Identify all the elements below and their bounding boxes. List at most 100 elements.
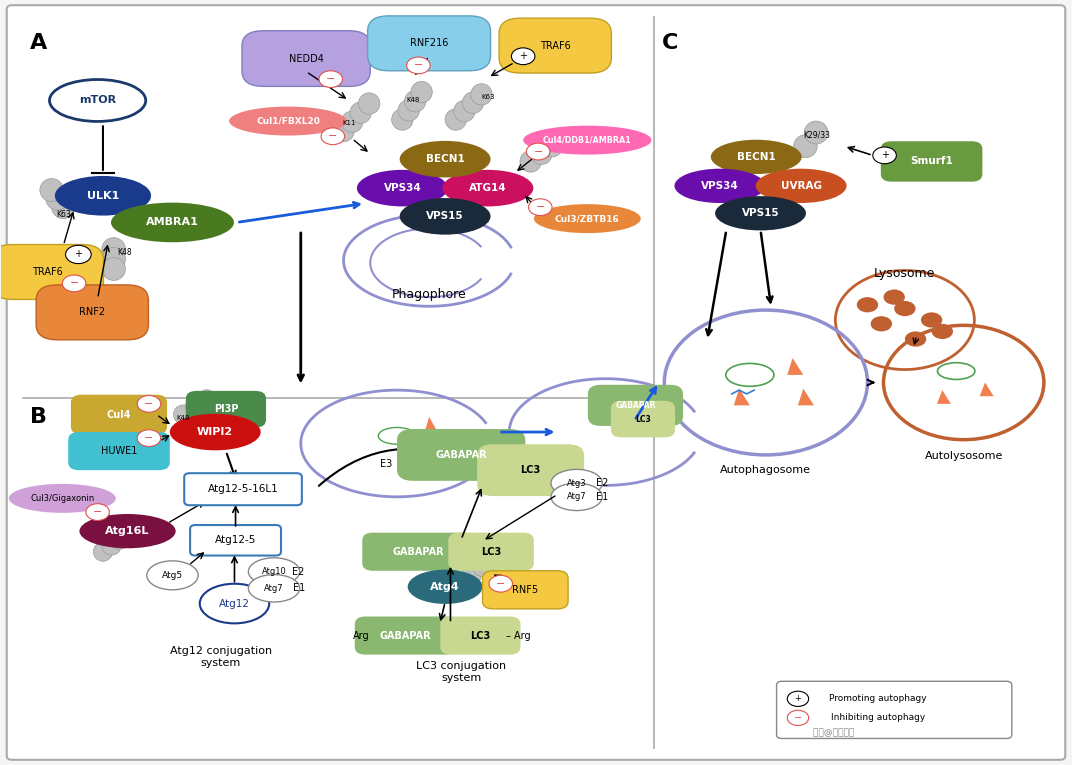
Circle shape <box>873 147 896 164</box>
Ellipse shape <box>407 570 482 604</box>
Text: +: + <box>880 151 889 161</box>
Text: Smurf1: Smurf1 <box>910 157 953 167</box>
Text: C: C <box>661 34 678 54</box>
Text: Lysosome: Lysosome <box>874 267 936 280</box>
Circle shape <box>319 70 342 87</box>
FancyBboxPatch shape <box>242 31 370 86</box>
Text: Cul1/FBXL20: Cul1/FBXL20 <box>256 116 319 125</box>
Ellipse shape <box>551 470 602 496</box>
Text: Atg12: Atg12 <box>219 598 250 608</box>
Circle shape <box>65 246 91 264</box>
Text: Atg3: Atg3 <box>567 479 586 487</box>
Ellipse shape <box>119 524 138 543</box>
Ellipse shape <box>349 102 371 123</box>
Text: HUWE1: HUWE1 <box>101 446 137 456</box>
Text: −: − <box>328 132 338 142</box>
Polygon shape <box>787 358 803 375</box>
FancyBboxPatch shape <box>185 391 266 428</box>
Text: Atg7: Atg7 <box>264 584 284 593</box>
Text: K48: K48 <box>177 415 190 422</box>
Ellipse shape <box>483 550 503 569</box>
Text: K29/33: K29/33 <box>804 130 831 139</box>
Circle shape <box>932 324 953 339</box>
FancyBboxPatch shape <box>362 532 475 571</box>
Text: Phagophore: Phagophore <box>391 288 466 301</box>
Text: VPS34: VPS34 <box>701 181 739 190</box>
Text: −: − <box>414 60 423 70</box>
Circle shape <box>857 297 878 312</box>
Circle shape <box>787 692 808 706</box>
Text: +: + <box>519 51 527 61</box>
Text: Autolysosome: Autolysosome <box>924 451 1003 461</box>
FancyBboxPatch shape <box>776 682 1012 738</box>
Text: Atg12 conjugation
system: Atg12 conjugation system <box>169 646 271 668</box>
Ellipse shape <box>111 203 234 243</box>
Circle shape <box>406 57 430 73</box>
Ellipse shape <box>51 196 75 219</box>
Text: Inhibiting autophagy: Inhibiting autophagy <box>831 714 925 722</box>
Text: −: − <box>93 507 102 517</box>
Ellipse shape <box>531 143 552 164</box>
Text: UVRAG: UVRAG <box>780 181 821 190</box>
Text: K11: K11 <box>342 120 356 126</box>
Text: E1: E1 <box>596 492 609 502</box>
Ellipse shape <box>462 92 483 113</box>
Ellipse shape <box>169 414 260 451</box>
Text: GABAPAR: GABAPAR <box>435 450 487 460</box>
Ellipse shape <box>49 80 146 122</box>
Text: VPS34: VPS34 <box>384 183 421 193</box>
Ellipse shape <box>534 204 641 233</box>
Ellipse shape <box>110 530 130 549</box>
Ellipse shape <box>102 238 125 261</box>
Circle shape <box>511 48 535 65</box>
FancyBboxPatch shape <box>6 5 1066 760</box>
Text: −: − <box>534 147 542 157</box>
Text: Atg16L: Atg16L <box>105 526 150 536</box>
Ellipse shape <box>804 121 828 144</box>
Polygon shape <box>423 417 440 436</box>
Ellipse shape <box>551 483 602 510</box>
Text: GABAPAR: GABAPAR <box>379 630 431 640</box>
FancyBboxPatch shape <box>482 571 568 609</box>
Text: 知乎@生物医学: 知乎@生物医学 <box>814 728 858 737</box>
Ellipse shape <box>541 135 563 157</box>
Ellipse shape <box>79 514 176 549</box>
Ellipse shape <box>185 397 205 416</box>
Text: TRAF6: TRAF6 <box>540 41 570 50</box>
Text: LC3: LC3 <box>481 547 502 557</box>
Text: LC3: LC3 <box>521 465 540 475</box>
Ellipse shape <box>756 169 847 203</box>
Text: LC3: LC3 <box>471 630 491 640</box>
Text: Autophagosome: Autophagosome <box>720 465 812 475</box>
FancyBboxPatch shape <box>477 444 584 496</box>
Text: ULK1: ULK1 <box>87 190 119 200</box>
Text: K48: K48 <box>406 97 420 103</box>
Text: −: − <box>145 433 153 443</box>
Text: BECN1: BECN1 <box>426 155 464 164</box>
Text: −: − <box>145 399 153 409</box>
Text: Atg7: Atg7 <box>567 493 586 501</box>
Text: PI3P: PI3P <box>213 404 238 414</box>
Ellipse shape <box>453 100 475 122</box>
Circle shape <box>883 289 905 304</box>
Ellipse shape <box>358 93 379 114</box>
Text: K63: K63 <box>481 93 494 99</box>
FancyBboxPatch shape <box>71 395 167 435</box>
Text: B: B <box>30 407 47 427</box>
Ellipse shape <box>9 484 116 513</box>
Text: Cul4/DDB1/AMBRA1: Cul4/DDB1/AMBRA1 <box>542 135 631 145</box>
Text: mTOR: mTOR <box>79 96 116 106</box>
Text: K63: K63 <box>56 210 71 220</box>
Circle shape <box>489 575 512 592</box>
Ellipse shape <box>93 542 113 562</box>
Text: E2: E2 <box>293 567 304 577</box>
Circle shape <box>528 199 552 216</box>
FancyBboxPatch shape <box>881 142 982 181</box>
Text: TRAF6: TRAF6 <box>32 267 63 277</box>
Text: Promoting autophagy: Promoting autophagy <box>830 695 927 703</box>
Ellipse shape <box>404 90 426 112</box>
Polygon shape <box>734 389 749 405</box>
FancyBboxPatch shape <box>587 385 683 426</box>
FancyBboxPatch shape <box>184 474 302 505</box>
Ellipse shape <box>102 258 125 280</box>
